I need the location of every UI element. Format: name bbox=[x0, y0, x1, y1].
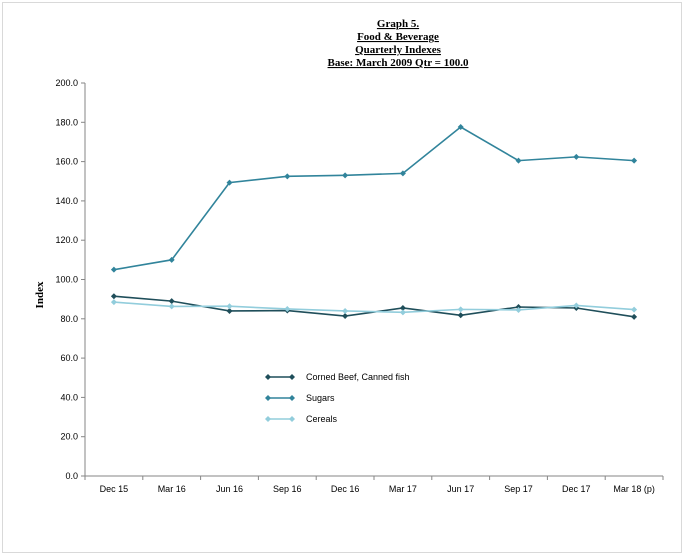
legend-marker bbox=[289, 374, 295, 380]
legend-label: Corned Beef, Canned fish bbox=[306, 372, 410, 382]
y-axis: 0.0 20.0 40.0 60.0 80.0 100.0 120.0 140.0 160.0 1… bbox=[55, 78, 86, 481]
data-point bbox=[399, 309, 406, 316]
legend-item: Sugars bbox=[265, 393, 335, 403]
data-point bbox=[110, 299, 117, 306]
data-point bbox=[226, 307, 233, 314]
data-point bbox=[284, 173, 291, 180]
data-point bbox=[573, 302, 580, 309]
series-2 bbox=[110, 124, 638, 273]
data-point bbox=[342, 172, 349, 179]
x-tick-label: Sep 17 bbox=[504, 484, 533, 494]
data-point bbox=[342, 307, 349, 314]
data-point bbox=[110, 293, 117, 300]
data-point bbox=[631, 313, 638, 320]
legend: Corned Beef, Canned fish Sugars Cereals bbox=[265, 372, 410, 424]
title-line-4: Base: March 2009 Qtr = 100.0 bbox=[328, 57, 469, 69]
data-point bbox=[457, 124, 464, 131]
data-point bbox=[515, 157, 522, 164]
data-point bbox=[168, 256, 175, 263]
data-point bbox=[573, 153, 580, 160]
legend-label: Sugars bbox=[306, 393, 335, 403]
data-point bbox=[284, 305, 291, 312]
legend-item: Corned Beef, Canned fish bbox=[265, 372, 410, 382]
y-tick-label: 60.0 bbox=[60, 353, 78, 363]
title-line-2: Food & Beverage bbox=[357, 31, 439, 43]
y-tick-label: 0.0 bbox=[65, 471, 78, 481]
x-tick-label: Mar 17 bbox=[389, 484, 417, 494]
x-tick-label: Jun 16 bbox=[216, 484, 243, 494]
legend-marker bbox=[265, 395, 271, 401]
x-tick-label: Sep 16 bbox=[273, 484, 302, 494]
x-tick-label: Dec 16 bbox=[331, 484, 360, 494]
x-tick-label: Dec 15 bbox=[100, 484, 129, 494]
data-point bbox=[399, 304, 406, 311]
y-tick-label: 100.0 bbox=[55, 275, 78, 285]
series-line bbox=[113, 301, 635, 314]
data-point bbox=[168, 303, 175, 310]
line-chart: Graph 5. Food & Beverage Quarterly Index… bbox=[34, 18, 664, 494]
x-tick-label: Jun 17 bbox=[447, 484, 474, 494]
y-tick-label: 20.0 bbox=[60, 432, 78, 442]
legend-marker bbox=[265, 374, 271, 380]
data-point bbox=[399, 170, 406, 177]
legend-marker bbox=[289, 416, 295, 422]
legend-item: Cereals bbox=[265, 414, 338, 424]
data-point bbox=[457, 312, 464, 319]
series-line bbox=[113, 126, 635, 271]
legend-marker bbox=[265, 416, 271, 422]
data-point bbox=[515, 306, 522, 313]
data-point bbox=[110, 266, 117, 273]
data-point bbox=[342, 313, 349, 320]
y-tick-label: 80.0 bbox=[60, 314, 78, 324]
data-point bbox=[226, 303, 233, 310]
y-tick-label: 200.0 bbox=[55, 78, 78, 88]
legend-marker bbox=[289, 395, 295, 401]
y-tick-label: 140.0 bbox=[55, 196, 78, 206]
series-group bbox=[110, 124, 638, 320]
y-tick-label: 120.0 bbox=[55, 235, 78, 245]
title-line-1: Graph 5. bbox=[377, 18, 419, 30]
legend-label: Cereals bbox=[306, 414, 338, 424]
title-line-3: Quarterly Indexes bbox=[355, 44, 442, 56]
data-point bbox=[457, 306, 464, 313]
y-axis-title: Index bbox=[34, 281, 46, 308]
y-tick-label: 40.0 bbox=[60, 392, 78, 402]
y-tick-label: 160.0 bbox=[55, 157, 78, 167]
data-point bbox=[168, 298, 175, 305]
x-tick-label: Mar 18 (p) bbox=[613, 484, 655, 494]
series-3 bbox=[110, 299, 638, 316]
data-point bbox=[631, 306, 638, 313]
x-tick-label: Dec 17 bbox=[562, 484, 591, 494]
x-axis: Dec 15 Mar 16 Jun 16 Sep 16 Dec 16 Mar 17 Jun … bbox=[84, 475, 664, 494]
y-tick-label: 180.0 bbox=[55, 117, 78, 127]
data-point bbox=[226, 179, 233, 186]
x-tick-label: Mar 16 bbox=[158, 484, 186, 494]
data-point bbox=[631, 157, 638, 164]
chart-title: Graph 5. Food & Beverage Quarterly Index… bbox=[328, 18, 469, 69]
